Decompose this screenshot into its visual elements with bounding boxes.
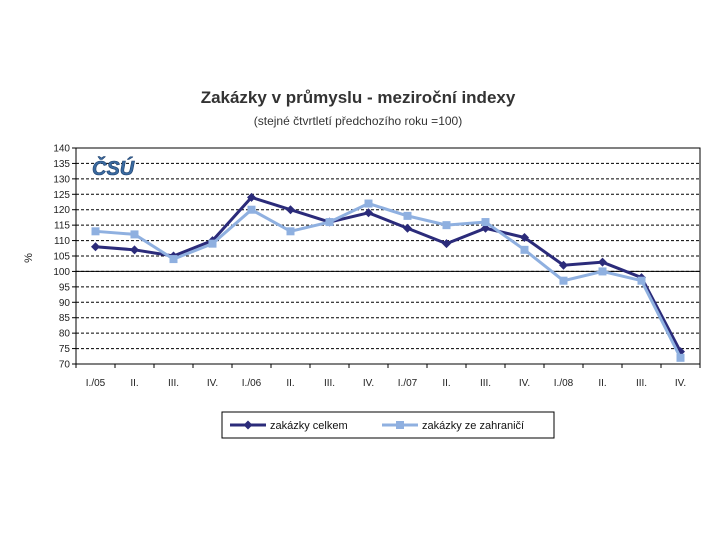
y-tick-label: 80 [59,329,71,340]
data-point [169,255,178,264]
x-tick-labels: I./05 II. III. IV. I./06 II. III. IV. I./07 II. II… [86,378,686,389]
data-point [598,257,607,267]
legend-marker [396,421,404,429]
x-tick-label: I./05 [86,378,106,389]
data-point [520,245,529,254]
y-tick-label: 75 [59,344,71,355]
data-point [520,232,529,242]
chart-subtitle: (stejné čtvrtletí předchozího roku =100) [254,114,462,128]
y-tick-label: 130 [53,174,70,185]
data-point [91,242,100,252]
x-tick-label: IV. [363,378,374,389]
x-tick-label: II. [130,378,138,389]
x-tick-label: I./06 [242,378,262,389]
x-tick-label: III. [636,378,647,389]
data-point [403,223,412,233]
data-point [481,218,490,227]
legend-marker [243,420,253,430]
data-point [442,239,451,249]
y-axis-label: % [23,253,35,263]
data-point [325,218,334,227]
y-tick-label: 95 [59,282,71,293]
chart-title: Zakázky v průmyslu - meziroční indexy [201,88,516,107]
y-tick-label: 135 [53,159,70,170]
csu-logo: ČSÚ [92,156,135,181]
data-point [286,205,295,215]
data-point [208,239,217,248]
data-point [247,192,256,202]
series-group [91,192,685,362]
data-point [364,199,373,208]
y-tick-labels: 70 75 80 85 90 95 100 105 110 115 120 125 130 135 140 [53,144,70,371]
data-point [676,353,685,362]
y-tick-label: 90 [59,298,71,309]
legend-label: zakázky ze zahraničí [422,420,524,432]
y-tick-label: 100 [53,267,70,278]
x-tick-label: III. [480,378,491,389]
x-tick-label: II. [442,378,450,389]
y-tick-label: 85 [59,313,71,324]
y-tick-label: 70 [59,360,71,371]
x-tick-label: III. [324,378,335,389]
data-point [286,227,295,236]
data-point [403,211,412,220]
data-point [637,276,646,285]
x-tick-label: IV. [519,378,530,389]
y-tick-label: 115 [54,221,70,232]
x-tick-label: I./07 [398,378,418,389]
y-tick-label: 140 [53,144,70,155]
data-point [442,221,451,230]
data-point [598,267,607,276]
y-tick-label: 110 [54,236,70,247]
y-tick-label: 125 [53,190,70,201]
x-tick-label: I./08 [554,378,574,389]
series-line [95,201,682,359]
x-tick-label: IV. [207,378,218,389]
data-point [130,230,139,239]
x-tick-label: II. [598,378,606,389]
data-point [91,227,100,236]
data-point [559,260,568,270]
data-point [364,208,373,218]
series-line [95,195,682,353]
data-point [247,205,256,214]
logo-text: ČSÚ [92,156,135,180]
x-tick-label: II. [286,378,294,389]
legend: zakázky celkem zakázky ze zahraničí [221,411,555,439]
y-tick-label: 120 [53,205,70,216]
axes [72,147,701,368]
x-tick-label: IV. [675,378,686,389]
y-tick-label: 105 [53,252,70,263]
data-point [559,276,568,285]
data-point [130,245,139,255]
x-tick-label: III. [168,378,179,389]
legend-label: zakázky celkem [270,420,348,432]
